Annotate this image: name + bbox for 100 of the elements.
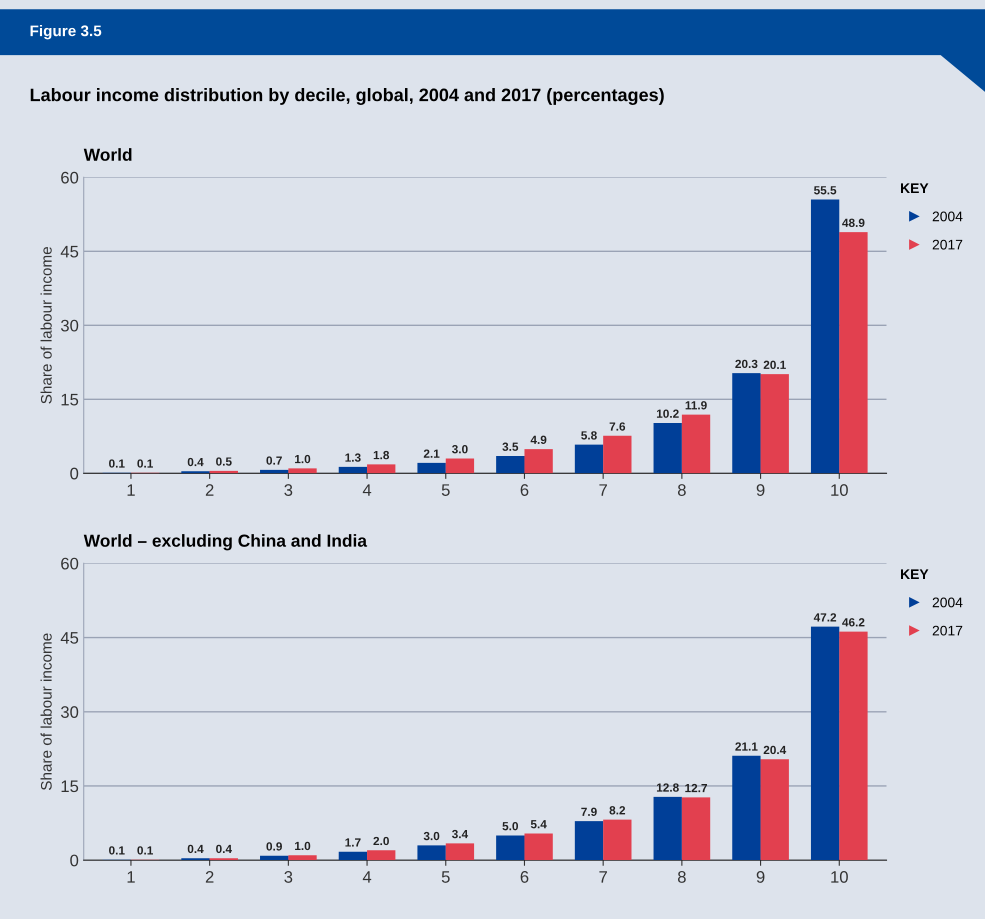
y-tick-label: 30 [60,706,78,718]
x-tick-label: 7 [599,484,607,496]
data-label: 21.1 [735,742,758,751]
x-tick-label: 10 [831,484,848,496]
bar [367,464,396,474]
bar [732,373,761,474]
data-label: 46.2 [842,618,864,627]
legend-label: 2017 [932,626,962,636]
data-label: 8.2 [610,806,626,815]
data-label: 1.0 [295,454,310,464]
bar [417,462,446,474]
bar [654,796,682,860]
x-tick-label: 9 [756,484,764,496]
bar [524,449,553,474]
data-label: 47.2 [814,613,836,622]
bar [603,436,632,474]
bar [760,759,789,860]
x-tick-label: 8 [678,484,686,496]
x-tick-label: 3 [284,484,292,496]
data-label: 0.1 [109,846,125,855]
data-label: 0.1 [137,459,153,468]
x-tick-label: 7 [599,871,607,883]
data-label: 12.7 [685,784,708,792]
data-label: 3.5 [502,442,518,451]
bar [338,852,368,860]
data-label: 0.4 [216,844,232,854]
bar [288,468,317,474]
data-label: 1.3 [345,453,361,462]
data-label: 7.6 [610,422,626,431]
y-tick-label: 0 [70,468,78,480]
data-label: 5.4 [530,820,547,828]
data-label: 7.9 [581,808,597,816]
legend-label: 2017 [932,240,962,250]
caption: Figure 3.5 [30,25,102,40]
data-label: 48.9 [842,218,864,227]
data-label: 1.0 [295,842,310,850]
data-label: 10.2 [656,410,679,418]
data-label: 5.0 [502,822,518,830]
x-tick-label: 5 [442,871,450,883]
y-tick-label: 15 [62,394,78,406]
data-label: 0.9 [266,842,282,851]
data-label: 4.9 [530,436,546,444]
data-label: 1.8 [374,450,390,460]
x-tick-label: 1 [128,871,135,883]
y-tick-label: 45 [60,246,78,258]
x-tick-label: 4 [362,484,372,496]
x-tick-label: 4 [362,871,372,883]
data-label: 0.1 [137,846,153,855]
x-tick-label: 1 [128,484,135,496]
data-label: 11.9 [686,401,707,410]
x-tick-label: 6 [520,484,528,496]
data-label: 0.4 [188,458,204,466]
legend-label: 2004 [932,212,963,222]
bar [524,833,553,860]
legend-title: KEY [901,569,928,579]
legend-title: KEY [901,183,928,193]
x-tick-label: 9 [756,871,764,883]
bar [810,200,840,474]
data-label: 2.0 [373,836,389,846]
data-label: 12.8 [656,783,679,792]
chart-title: World – excluding China and India [84,534,368,550]
data-label: 5.8 [581,431,597,440]
legend-label: 2004 [932,597,963,608]
x-tick-label: 3 [284,871,292,883]
data-label: 20.4 [764,746,786,754]
data-label: 3.0 [424,832,440,840]
data-label: 3.0 [452,445,468,454]
y-tick-label: 45 [60,632,78,644]
data-label: 20.3 [735,360,758,368]
bar [603,820,632,860]
bar [654,422,682,474]
bar [496,456,524,474]
x-tick-label: 2 [206,871,214,883]
y-tick-label: 15 [62,780,78,792]
bar [367,850,396,860]
bar [446,843,474,860]
data-label: 3.4 [452,830,468,838]
bar [760,374,789,474]
data-label: 1.7 [345,838,361,847]
bar [682,797,710,860]
bar [260,856,288,860]
data-label: 0.7 [266,456,282,465]
y-axis-title: Share of labour income [40,633,52,790]
text: Labour income distribution by decile, global, 2004 and 2017 (percentages) [30,88,664,105]
bar [574,821,604,860]
data-label: 55.5 [814,186,836,194]
x-tick-label: 8 [678,871,686,883]
x-tick-label: 6 [520,871,528,883]
chart-title: World [84,148,132,161]
data-label: 0.4 [188,844,204,854]
bar [574,444,604,474]
bar [288,855,317,860]
y-tick-label: 60 [61,172,78,184]
x-tick-label: 2 [206,484,214,496]
bar [682,414,710,474]
bar [839,632,868,860]
y-tick-label: 0 [70,854,78,866]
data-label: 0.5 [216,457,232,466]
bar [839,232,868,474]
data-label: 0.1 [109,459,125,468]
